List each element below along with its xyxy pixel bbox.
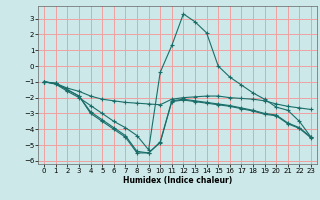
X-axis label: Humidex (Indice chaleur): Humidex (Indice chaleur): [123, 176, 232, 185]
